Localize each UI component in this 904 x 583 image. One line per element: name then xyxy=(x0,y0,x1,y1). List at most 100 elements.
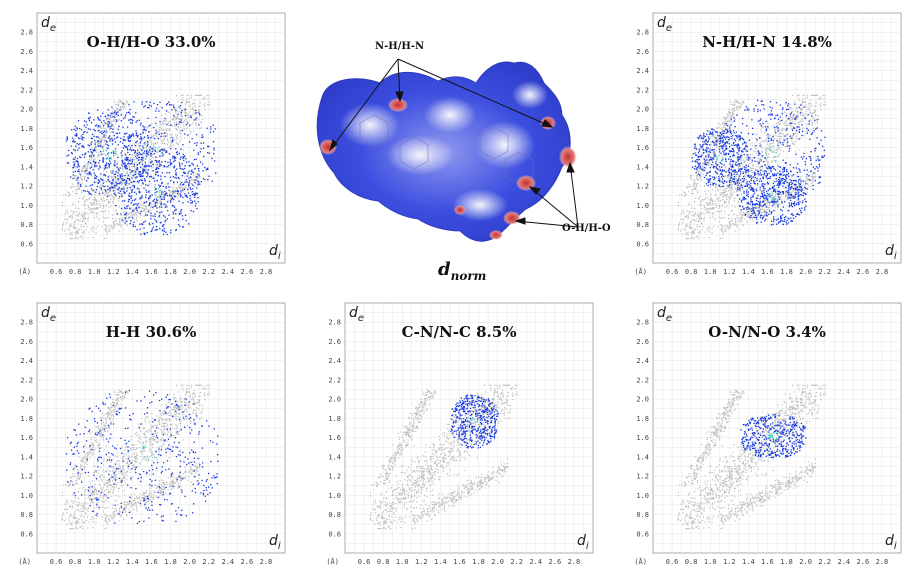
highlight-point xyxy=(168,153,171,155)
grey-point xyxy=(740,107,742,109)
grey-point xyxy=(195,180,198,182)
grey-point xyxy=(106,227,108,229)
highlight-point xyxy=(165,219,167,221)
grey-point xyxy=(166,129,168,132)
highlight-point xyxy=(93,172,95,174)
grey-point xyxy=(714,140,717,143)
grey-point xyxy=(744,173,746,175)
highlight-point xyxy=(137,168,139,170)
highlight-point xyxy=(196,142,198,144)
highlight-point xyxy=(147,169,149,171)
grey-point xyxy=(137,150,139,152)
highlight-point xyxy=(758,161,760,164)
highlight-point xyxy=(819,159,821,161)
grey-point xyxy=(788,192,791,194)
grey-point xyxy=(101,138,103,140)
grey-point xyxy=(207,103,209,106)
highlight-point xyxy=(188,170,190,173)
highlight-point xyxy=(194,142,196,144)
grey-point xyxy=(184,182,186,184)
highlight-point xyxy=(132,133,134,135)
grey-point xyxy=(699,232,701,234)
highlight-point xyxy=(143,221,145,223)
grey-point xyxy=(166,135,168,137)
grey-point xyxy=(124,221,126,223)
grey-point xyxy=(715,194,717,196)
grey-point xyxy=(87,212,89,215)
y-tick-label: 1.2 xyxy=(636,183,649,191)
grey-point xyxy=(67,212,69,214)
grey-point xyxy=(92,163,94,165)
x-tick-label: 1.6 xyxy=(761,268,774,276)
grey-point xyxy=(130,214,132,216)
grey-point xyxy=(161,150,163,152)
highlight-point xyxy=(141,137,143,140)
highlight-point xyxy=(147,107,149,109)
grey-point xyxy=(775,203,777,205)
grey-point xyxy=(690,177,692,180)
grey-point xyxy=(140,184,142,187)
grey-point xyxy=(756,210,758,212)
grey-point xyxy=(804,101,806,103)
grey-point xyxy=(176,187,178,189)
grey-point xyxy=(110,116,112,119)
highlight-point xyxy=(190,170,192,172)
grey-point xyxy=(123,187,125,189)
grey-point xyxy=(105,123,107,125)
highlight-point xyxy=(148,165,150,168)
grey-point xyxy=(135,218,138,220)
grey-point xyxy=(87,220,89,222)
highlight-point xyxy=(757,108,759,111)
grey-point xyxy=(95,213,97,215)
grey-point xyxy=(189,182,191,184)
highlight-point xyxy=(135,112,137,114)
highlight-point xyxy=(114,162,116,164)
grey-point xyxy=(203,96,206,98)
grey-point xyxy=(743,174,746,176)
grey-point xyxy=(700,219,702,221)
highlight-point xyxy=(130,197,132,200)
grey-point xyxy=(713,155,715,157)
grey-point xyxy=(736,113,738,115)
grey-point xyxy=(700,214,702,216)
highlight-point xyxy=(131,191,133,194)
highlight-point xyxy=(98,179,100,182)
grey-point xyxy=(149,206,152,208)
grey-point xyxy=(135,170,137,172)
highlight-point xyxy=(178,200,180,202)
highlight-point xyxy=(96,185,99,188)
highlight-point xyxy=(148,176,151,178)
grey-point xyxy=(738,102,740,104)
grey-point xyxy=(175,111,177,114)
grey-point xyxy=(796,111,799,114)
highlight-point xyxy=(798,126,800,128)
grey-point xyxy=(721,123,723,125)
grey-point xyxy=(724,117,726,119)
highlight-point xyxy=(722,139,724,141)
highlight-point xyxy=(765,126,767,128)
grey-point xyxy=(153,145,155,147)
grey-point xyxy=(117,119,120,121)
grey-point xyxy=(739,199,742,201)
highlight-point xyxy=(769,106,771,108)
grey-point xyxy=(711,231,713,234)
highlight-point xyxy=(175,177,178,179)
grey-point xyxy=(120,189,122,191)
highlight-point xyxy=(91,152,94,154)
grey-point xyxy=(801,100,804,102)
highlight-point xyxy=(171,197,173,199)
highlight-point xyxy=(139,174,141,176)
grey-point xyxy=(122,181,124,184)
grey-point xyxy=(768,135,770,137)
grey-point xyxy=(107,135,110,137)
highlight-point xyxy=(201,134,203,136)
grey-point xyxy=(149,197,151,200)
grey-point xyxy=(719,170,721,172)
grey-point xyxy=(757,204,760,206)
grey-point xyxy=(96,149,98,151)
highlight-point xyxy=(111,124,113,126)
grey-point xyxy=(733,197,735,200)
grey-point xyxy=(72,210,74,213)
highlight-point xyxy=(141,153,143,156)
grey-point xyxy=(183,125,185,128)
